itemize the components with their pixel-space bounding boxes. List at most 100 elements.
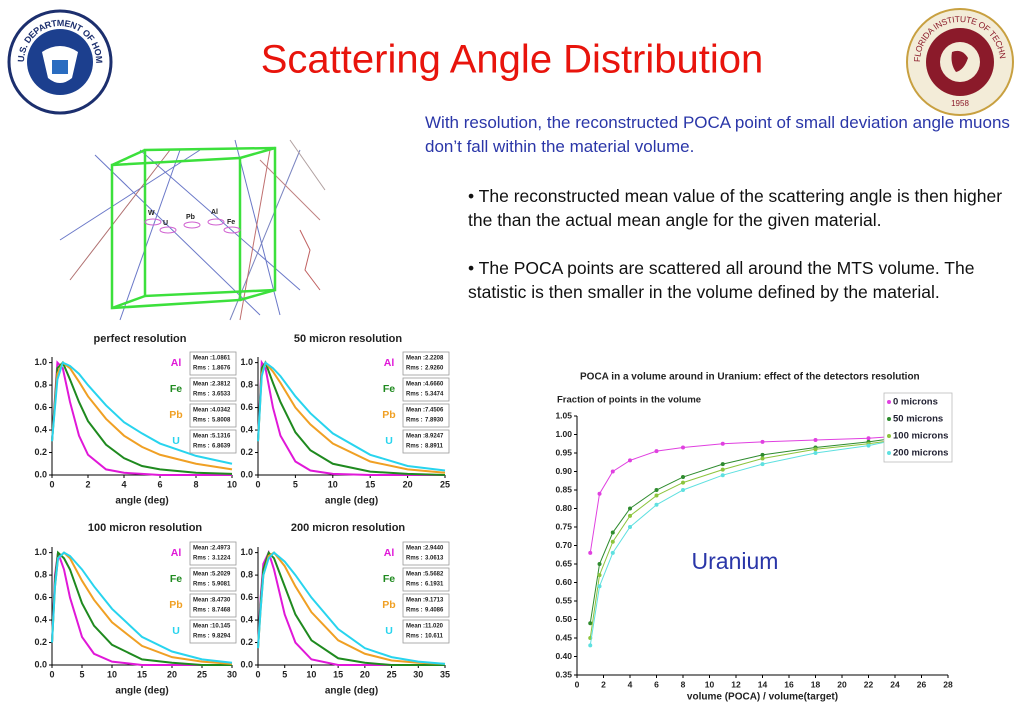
x-tick-label: 6 <box>654 679 659 689</box>
y-tick-label: 0.70 <box>555 540 572 550</box>
stat-label: Mean : <box>193 598 212 604</box>
y-tick-label: 0.6 <box>240 402 253 412</box>
stat-value: 7.4506 <box>425 408 444 414</box>
y-tick-label: 1.0 <box>34 547 47 557</box>
x-tick-label: 20 <box>403 479 413 489</box>
stat-value: 6.8639 <box>212 444 231 450</box>
y-tick-label: 0.95 <box>555 447 572 457</box>
data-line <box>257 550 445 666</box>
stat-value: 6.1931 <box>425 582 444 588</box>
x-tick-label: 4 <box>628 679 633 689</box>
stat-box <box>189 593 237 618</box>
stat-box <box>402 593 450 618</box>
data-point <box>610 539 615 544</box>
detector-illustration <box>59 139 326 321</box>
y-tick-label: 0.6 <box>34 592 47 602</box>
data-line <box>51 361 233 465</box>
x-axis-label: volume (POCA) / volume(target) <box>687 692 838 703</box>
y-tick-label: 0.8 <box>240 569 253 579</box>
stat-label: Rms : <box>406 556 423 562</box>
x-tick-label: 15 <box>137 669 147 679</box>
stat-value: 8.9247 <box>425 434 444 440</box>
chart-title: POCA in a volume around in Uranium: effe… <box>580 372 920 383</box>
y-tick-label: 0.4 <box>240 424 253 434</box>
stat-box <box>402 429 450 454</box>
stat-value: 1.8676 <box>212 366 231 372</box>
x-tick-label: 28 <box>943 679 953 689</box>
x-tick-label: 20 <box>360 669 370 679</box>
data-line <box>257 360 446 472</box>
stat-label: Mean : <box>193 382 212 388</box>
data-point <box>597 491 602 496</box>
data-line <box>51 550 232 666</box>
dhs-logo: U.S. DEPARTMENT OF HOMELAND SECURITY <box>0 0 113 115</box>
stat-value: 5.5682 <box>425 572 444 578</box>
y-tick-label: 1.00 <box>555 429 572 439</box>
data-point <box>588 643 593 648</box>
intro-text: With resolution, the reconstructed POCA … <box>425 113 1010 156</box>
y-tick-label: 0.65 <box>555 558 572 568</box>
data-point <box>866 443 871 448</box>
data-point <box>681 480 685 485</box>
data-point <box>813 438 818 443</box>
stat-value: 8.7468 <box>212 608 231 614</box>
legend-marker <box>887 434 891 438</box>
x-tick-label: 10 <box>227 479 237 489</box>
stat-value: 2.2208 <box>425 356 444 362</box>
data-point <box>654 488 659 492</box>
stat-value: 4.0342 <box>212 408 231 414</box>
stat-label: Rms : <box>406 634 423 640</box>
data-point <box>628 458 632 463</box>
legend-label: U <box>385 435 393 447</box>
data-point <box>654 493 659 498</box>
x-tick-label: 25 <box>387 669 397 679</box>
x-tick-label: 14 <box>758 679 768 689</box>
y-tick-label: 0.2 <box>34 637 47 647</box>
data-point <box>720 441 725 446</box>
x-axis-label: angle (deg) <box>115 496 168 507</box>
x-tick-label: 6 <box>157 479 162 489</box>
data-point <box>628 525 632 529</box>
y-tick-label: 1.0 <box>240 357 253 367</box>
x-tick-label: 0 <box>255 669 260 679</box>
x-tick-label: 10 <box>107 669 117 679</box>
data-point <box>588 621 593 626</box>
y-tick-label: 0.4 <box>34 614 47 624</box>
x-tick-label: 26 <box>917 679 927 689</box>
data-point <box>654 449 659 454</box>
y-tick-label: 0.80 <box>555 503 572 513</box>
y-tick-label: 0.40 <box>555 651 572 661</box>
data-point <box>628 513 632 518</box>
legend-label: Pb <box>382 599 395 611</box>
x-tick-label: 25 <box>440 479 450 489</box>
legend-label: Pb <box>382 409 395 421</box>
material-label: W <box>148 210 155 217</box>
stat-value: 5.1316 <box>212 434 231 440</box>
legend-label: 200 microns <box>893 448 948 459</box>
data-line <box>589 435 896 553</box>
y-tick-label: 1.05 <box>555 410 572 420</box>
stat-label: Mean : <box>193 356 212 362</box>
data-point <box>866 436 871 441</box>
material-label: Pb <box>186 214 195 221</box>
legend-label: Al <box>171 357 182 369</box>
x-tick-label: 25 <box>197 669 207 679</box>
stat-value: 9.1713 <box>425 598 444 604</box>
y-tick-label: 0.0 <box>240 659 253 669</box>
y-tick-label: 0.8 <box>34 379 47 389</box>
legend-label: U <box>172 625 180 637</box>
y-tick-label: 0.2 <box>34 447 47 457</box>
legend-label: Fe <box>383 573 395 585</box>
x-tick-label: 2 <box>601 679 606 689</box>
legend-box <box>883 392 953 463</box>
data-point <box>760 452 765 457</box>
legend-label: U <box>172 435 180 447</box>
stat-box <box>189 403 237 428</box>
x-tick-label: 30 <box>227 669 237 679</box>
data-point <box>760 456 765 461</box>
data-point <box>610 550 615 555</box>
annotation: Uranium <box>692 548 779 574</box>
stat-label: Rms : <box>193 418 210 424</box>
stat-value: 11.020 <box>425 624 444 630</box>
